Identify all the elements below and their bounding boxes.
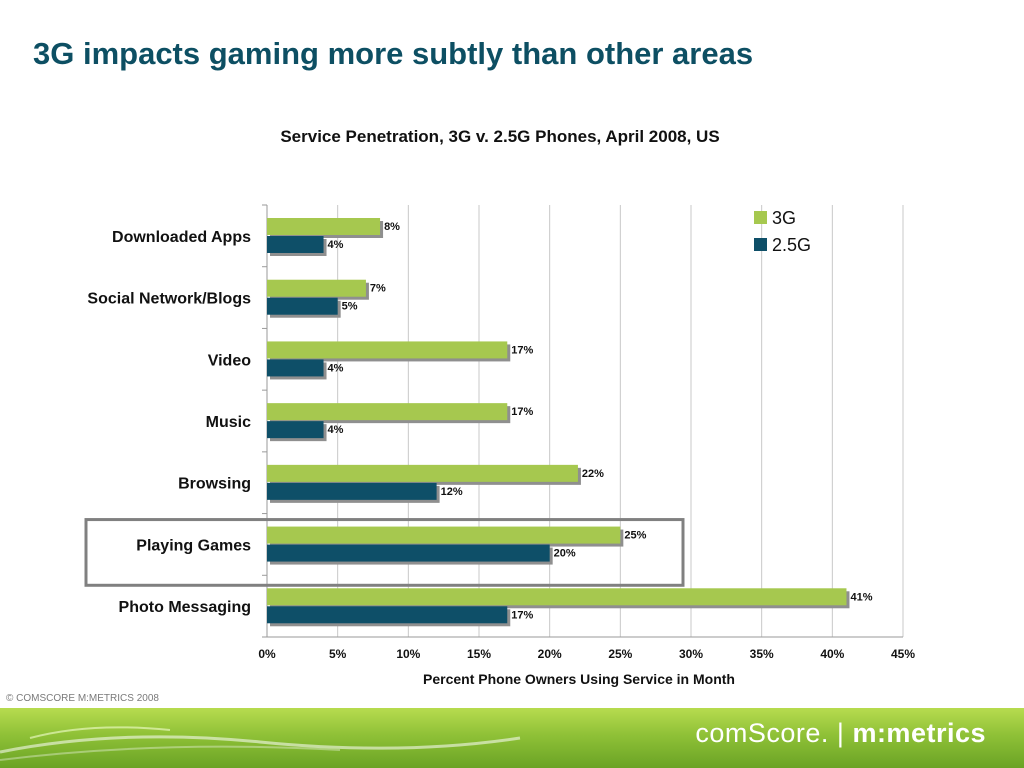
- bar-3g: [267, 341, 508, 359]
- footer-band: [0, 708, 1024, 768]
- slide-title: 3G impacts gaming more subtly than other…: [33, 36, 754, 71]
- copyright-notice: © COMSCORE M:METRICS 2008: [6, 693, 159, 704]
- category-label: Playing Games: [136, 537, 251, 554]
- x-tick-label: 15%: [467, 647, 491, 661]
- x-tick-label: 35%: [750, 647, 774, 661]
- logo-brand-right: m:metrics: [852, 718, 986, 748]
- bar-3g: [267, 464, 578, 482]
- x-tick-label: 45%: [891, 647, 915, 661]
- category-label: Social Network/Blogs: [87, 291, 251, 308]
- legend-swatch-3g: [754, 211, 767, 224]
- bar-3g: [267, 279, 366, 297]
- bar-2-5g: [267, 359, 324, 377]
- playing-games-highlight-box: [84, 518, 685, 587]
- bar-2-5g: [267, 606, 508, 624]
- x-tick-label: 25%: [608, 647, 632, 661]
- data-label: 17%: [511, 609, 533, 621]
- bars: 8% 4% 7% 5% 17% 4% 17% 4% 22% 12% 25% 20% 41% 17%: [267, 218, 873, 627]
- data-label: 7%: [370, 283, 386, 295]
- data-label: 4%: [328, 362, 344, 374]
- category-label: Music: [206, 414, 251, 431]
- bar-2-5g: [267, 297, 338, 315]
- data-label: 8%: [384, 221, 400, 233]
- logo-separator: |: [836, 718, 845, 748]
- bar-2-5g: [267, 544, 550, 562]
- legend-label-2-5g: 2.5G: [772, 235, 811, 255]
- x-tick-label: 20%: [538, 647, 562, 661]
- bar-3g: [267, 526, 621, 544]
- logo-brand-left: comScore.: [695, 718, 829, 748]
- x-tick-label: 10%: [396, 647, 420, 661]
- bar-2-5g: [267, 482, 437, 500]
- data-label: 22%: [582, 468, 604, 480]
- bar-2-5g: [267, 421, 324, 439]
- data-label: 5%: [342, 301, 358, 313]
- legend-swatch-2-5g: [754, 238, 767, 251]
- data-label: 17%: [511, 344, 533, 356]
- chart-title: Service Penetration, 3G v. 2.5G Phones, …: [280, 127, 719, 146]
- data-label: 41%: [850, 591, 872, 603]
- x-tick-label: 40%: [820, 647, 844, 661]
- data-label: 20%: [554, 548, 576, 560]
- category-label: Photo Messaging: [119, 599, 251, 616]
- category-label: Browsing: [178, 476, 251, 493]
- comscore-mmetrics-logo: comScore. | m:metrics: [695, 718, 986, 749]
- bar-3g: [267, 403, 508, 421]
- footer-streak-decoration: [0, 726, 521, 761]
- bar-3g: [267, 588, 847, 606]
- category-label: Video: [208, 352, 252, 369]
- x-tick-label: 0%: [258, 647, 276, 661]
- x-tick-label: 30%: [679, 647, 703, 661]
- x-axis-label: Percent Phone Owners Using Service in Mo…: [423, 671, 735, 687]
- data-label: 4%: [328, 239, 344, 251]
- bar-3g: [267, 218, 381, 235]
- x-axis-ticks: 0% 5% 10% 15% 20% 25% 30% 35% 40% 45%: [258, 647, 915, 661]
- data-label: 4%: [328, 424, 344, 436]
- category-labels: Downloaded Apps Social Network/Blogs Video…: [87, 229, 251, 616]
- category-label: Downloaded Apps: [112, 229, 251, 246]
- data-label: 25%: [624, 530, 646, 542]
- bar-chart: Service Penetration, 3G v. 2.5G Phones, …: [84, 127, 915, 687]
- data-label: 12%: [441, 486, 463, 498]
- bar-2-5g: [267, 236, 324, 253]
- legend-label-3g: 3G: [772, 208, 796, 228]
- x-tick-label: 5%: [329, 647, 347, 661]
- legend: 3G 2.5G: [754, 208, 811, 255]
- data-label: 17%: [511, 406, 533, 418]
